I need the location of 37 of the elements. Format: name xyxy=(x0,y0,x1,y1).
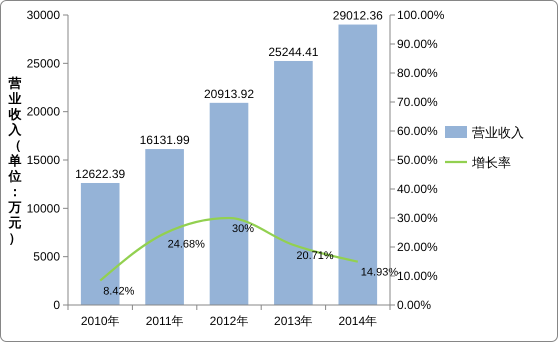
x-tick-label: 2012年 xyxy=(210,314,248,328)
y2-tick-label: 80.00% xyxy=(397,66,438,80)
y2-tick-label: 100.00% xyxy=(397,8,445,22)
legend-label: 增长率 xyxy=(471,155,511,170)
y2-tick-label: 0.00% xyxy=(397,298,432,312)
y2-tick-label: 10.00% xyxy=(397,269,438,283)
y2-tick-label: 60.00% xyxy=(397,124,438,138)
x-tick-label: 2011年 xyxy=(146,314,184,328)
y-tick-label: 15000 xyxy=(26,153,60,167)
y-tick-label: 10000 xyxy=(26,201,60,216)
y2-tick-label: 70.00% xyxy=(397,95,438,109)
data-label: 20.71% xyxy=(296,250,334,262)
data-label: 25244.41 xyxy=(268,44,319,59)
y-tick-label: 0 xyxy=(53,298,60,312)
y2-tick-label: 40.00% xyxy=(397,182,438,196)
y-tick-label: 5000 xyxy=(33,250,60,264)
y-tick-label: 30000 xyxy=(26,8,60,22)
data-label: 8.42% xyxy=(103,286,135,298)
y-tick-label: 20000 xyxy=(26,104,60,119)
data-label: 30% xyxy=(232,223,254,235)
data-label: 20913.92 xyxy=(204,86,254,101)
y2-tick-label: 90.00% xyxy=(397,37,438,51)
legend-label: 营业收入 xyxy=(472,125,524,140)
x-tick-label: 2013年 xyxy=(274,314,313,328)
line-series xyxy=(99,216,359,282)
data-label: 16131.99 xyxy=(140,133,190,148)
data-label: 14.93% xyxy=(360,266,398,279)
x-tick-label: 2014年 xyxy=(338,314,378,328)
data-label: 12622.39 xyxy=(75,166,126,181)
data-label: 24.68% xyxy=(168,238,206,250)
data-label: 29012.36 xyxy=(332,8,384,23)
y-tick-label: 25000 xyxy=(26,56,60,70)
y2-tick-label: 50.00% xyxy=(397,153,438,167)
y2-tick-label: 20.00% xyxy=(397,240,438,254)
text: 营业收入（单位：万元） xyxy=(8,76,22,246)
y2-tick-label: 30.00% xyxy=(397,211,438,225)
x-tick-label: 2010年 xyxy=(80,314,120,328)
